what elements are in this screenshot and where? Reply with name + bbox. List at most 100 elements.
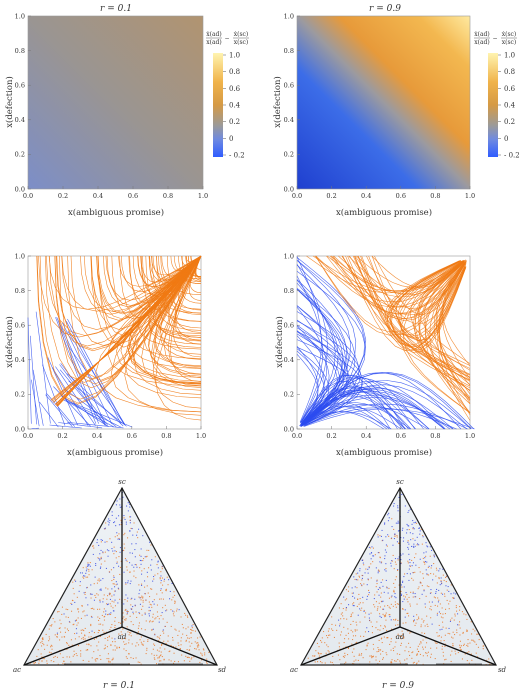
trajectory-point bbox=[106, 646, 108, 648]
trajectory-point bbox=[105, 613, 107, 615]
trajectory-point bbox=[145, 556, 147, 558]
trajectory-point bbox=[109, 594, 111, 596]
trajectory-point bbox=[142, 596, 144, 598]
trajectory-point bbox=[164, 648, 166, 650]
streamline bbox=[68, 380, 127, 427]
trajectory-point bbox=[76, 632, 78, 634]
trajectory-point bbox=[130, 580, 132, 582]
trajectory-point bbox=[153, 599, 155, 601]
trajectory-point bbox=[113, 522, 115, 524]
trajectory-point bbox=[343, 596, 345, 598]
trajectory-point bbox=[414, 596, 416, 598]
trajectory-point bbox=[412, 572, 414, 574]
colorbar-label: ẋ(ad) x(ad) − ẋ(sc) x(sc) bbox=[206, 31, 249, 46]
trajectory-point bbox=[379, 535, 381, 537]
trajectory-point bbox=[73, 654, 75, 656]
trajectory-point bbox=[107, 555, 109, 557]
trajectory-point bbox=[140, 641, 142, 643]
trajectory-point bbox=[194, 630, 196, 632]
trajectory-point bbox=[142, 599, 144, 601]
trajectory-point bbox=[422, 621, 424, 623]
trajectory-point bbox=[347, 590, 349, 592]
trajectory-point bbox=[139, 661, 141, 663]
trajectory-point bbox=[438, 589, 440, 591]
colorbar-tick-label: 1.0 bbox=[229, 52, 240, 60]
streamline bbox=[46, 393, 76, 427]
trajectory-point bbox=[122, 621, 124, 623]
trajectory-point bbox=[95, 660, 97, 662]
trajectory-point bbox=[353, 605, 355, 607]
trajectory-point bbox=[107, 637, 109, 639]
trajectory-point bbox=[120, 524, 122, 526]
trajectory-point bbox=[144, 613, 146, 615]
trajectory-point bbox=[160, 571, 162, 573]
trajectory-point bbox=[187, 626, 189, 628]
trajectory-point bbox=[110, 569, 112, 571]
trajectory-point bbox=[134, 604, 136, 606]
trajectory-point bbox=[172, 646, 174, 648]
trajectory-point bbox=[107, 639, 109, 641]
trajectory-point bbox=[394, 604, 396, 606]
trajectory-point bbox=[107, 613, 109, 615]
trajectory-point bbox=[379, 606, 381, 608]
trajectory-point bbox=[320, 653, 322, 655]
trajectory-point bbox=[124, 637, 126, 639]
trajectory-point bbox=[413, 543, 415, 545]
trajectory-point bbox=[154, 618, 156, 620]
trajectory-point bbox=[183, 660, 185, 662]
trajectory-point bbox=[65, 616, 67, 618]
trajectory-point bbox=[163, 580, 165, 582]
trajectory-point bbox=[97, 658, 99, 660]
y-tick-label: 1.0 bbox=[284, 252, 294, 260]
streamline bbox=[118, 255, 202, 287]
trajectory-point bbox=[392, 554, 394, 556]
trajectory-point bbox=[441, 583, 443, 585]
trajectory-point bbox=[441, 582, 443, 584]
trajectory-point bbox=[371, 626, 373, 628]
trajectory-point bbox=[132, 613, 134, 615]
trajectory-point bbox=[64, 636, 66, 638]
streamline bbox=[39, 255, 202, 400]
trajectory-point bbox=[390, 565, 392, 567]
trajectory-point bbox=[143, 568, 145, 570]
trajectory-point bbox=[444, 595, 446, 597]
trajectory-point bbox=[161, 612, 163, 614]
trajectory-point bbox=[426, 652, 428, 654]
trajectory-point bbox=[129, 632, 131, 634]
trajectory-point bbox=[408, 510, 410, 512]
trajectory-point bbox=[162, 598, 164, 600]
trajectory-point bbox=[166, 576, 168, 578]
trajectory-point bbox=[131, 528, 133, 530]
colorbar-label: ẋ(ad) x(ad) − ẋ(sc) x(sc) bbox=[474, 31, 517, 46]
streamline bbox=[167, 255, 202, 379]
trajectory-point bbox=[351, 587, 353, 589]
trajectory-point bbox=[82, 636, 84, 638]
trajectory-point bbox=[174, 600, 176, 602]
trajectory-point bbox=[124, 558, 126, 560]
trajectory-point bbox=[37, 649, 39, 651]
trajectory-point bbox=[113, 583, 115, 585]
trajectory-point bbox=[397, 530, 399, 532]
trajectory-point bbox=[413, 615, 415, 617]
trajectory-point bbox=[429, 546, 431, 548]
trajectory-point bbox=[405, 646, 407, 648]
trajectory-point bbox=[93, 638, 95, 640]
trajectory-point bbox=[452, 644, 454, 646]
trajectory-point bbox=[152, 613, 154, 615]
trajectory-point bbox=[49, 638, 51, 640]
trajectory-point bbox=[426, 623, 428, 625]
trajectory-point bbox=[175, 646, 177, 648]
trajectory-point bbox=[360, 635, 362, 637]
trajectory-point bbox=[91, 630, 93, 632]
trajectory-point bbox=[115, 525, 117, 527]
x-tick-label: 0.8 bbox=[430, 432, 440, 440]
trajectory-point bbox=[125, 583, 127, 585]
trajectory-point bbox=[319, 653, 321, 655]
trajectory-point bbox=[364, 572, 366, 574]
trajectory-point bbox=[331, 623, 333, 625]
trajectory-point bbox=[343, 626, 345, 628]
trajectory-point bbox=[386, 629, 388, 631]
trajectory-point bbox=[390, 662, 392, 664]
trajectory-point bbox=[385, 551, 387, 553]
trajectory-point bbox=[333, 636, 335, 638]
